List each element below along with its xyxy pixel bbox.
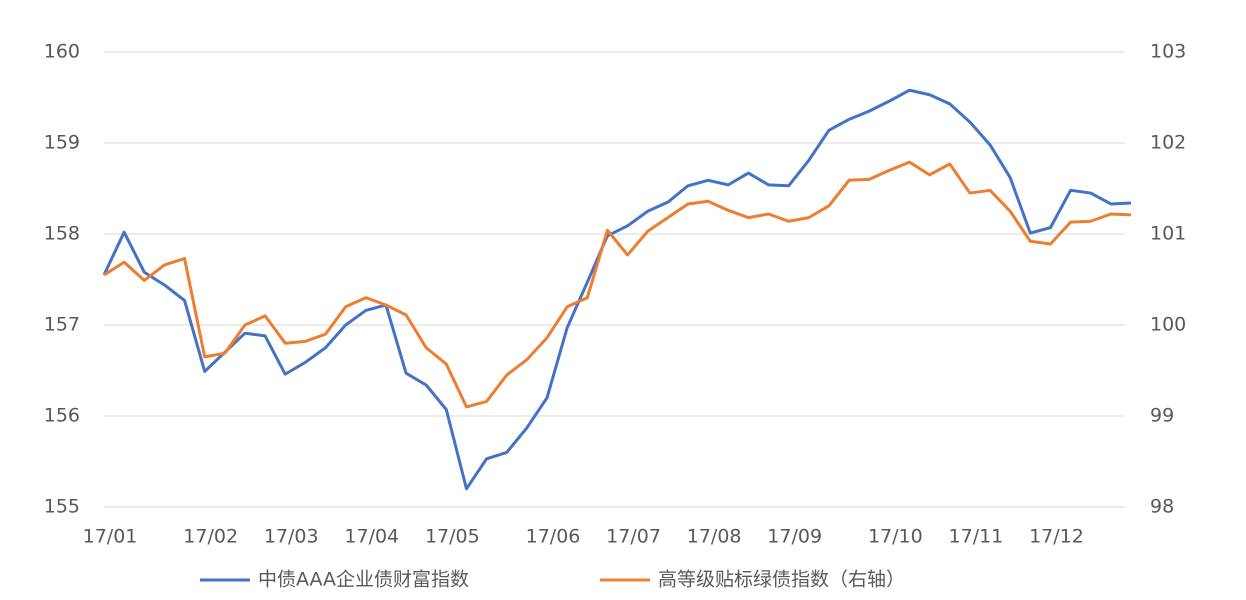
y-tick-label: 157 [44,314,80,336]
x-tick-label: 17/09 [767,526,822,548]
y2-tick-label: 102 [1150,132,1186,154]
y2-tick-label: 101 [1150,223,1186,245]
x-tick-label: 17/11 [949,526,1004,548]
x-tick-label: 17/04 [344,526,399,548]
x-tick-label: 17/12 [1029,526,1084,548]
y-tick-label: 160 [44,41,80,63]
x-tick-label: 17/10 [868,526,923,548]
x-tick-label: 17/01 [83,526,138,548]
series-line [102,88,1132,491]
legend-label: 高等级贴标绿债指数（右轴） [658,569,905,591]
x-tick-label: 17/05 [425,526,480,548]
x-tick-label: 17/07 [606,526,661,548]
legend-label: 中债AAA企业债财富指数 [258,569,469,591]
y-tick-label: 156 [44,405,80,427]
y2-tick-label: 100 [1150,314,1186,336]
series-line [103,160,1132,409]
y2-tick-label: 99 [1150,405,1174,427]
y-tick-label: 159 [44,132,80,154]
x-tick-label: 17/02 [183,526,238,548]
x-tick-label: 17/08 [687,526,742,548]
y2-tick-label: 98 [1150,496,1174,518]
y-tick-label: 155 [44,496,80,518]
x-tick-label: 17/06 [526,526,581,548]
x-tick-label: 17/03 [264,526,319,548]
y2-tick-label: 103 [1150,41,1186,63]
y-tick-label: 158 [44,223,80,245]
